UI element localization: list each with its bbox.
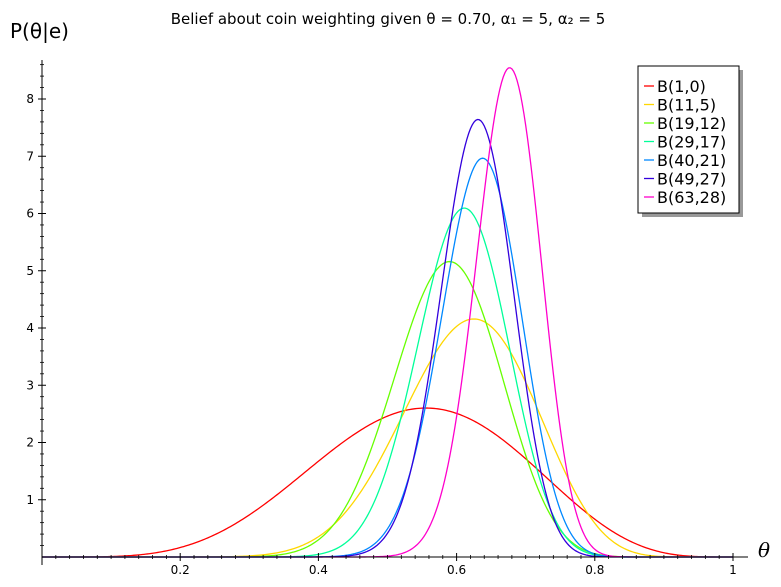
y-ticks: 1 2 3 4 5 6 7 8 bbox=[26, 64, 46, 546]
legend-label-6: B(63,28) bbox=[657, 188, 726, 207]
chart-title: Belief about coin weighting given θ = 0.… bbox=[171, 10, 606, 28]
legend-label-0: B(1,0) bbox=[657, 77, 706, 96]
y-tick-label-6: 7 bbox=[26, 149, 34, 163]
legend-label-1: B(11,5) bbox=[657, 96, 716, 115]
x-tick-label-3: 0.8 bbox=[585, 563, 604, 577]
series-line-0 bbox=[42, 407, 733, 558]
legend-label-2: B(19,12) bbox=[657, 114, 726, 133]
series-lines bbox=[42, 67, 733, 558]
y-tick-label-3: 4 bbox=[26, 321, 34, 335]
legend: B(1,0)B(11,5)B(19,12)B(29,17)B(40,21)B(4… bbox=[637, 65, 743, 217]
legend-label-4: B(40,21) bbox=[657, 151, 726, 170]
x-tick-label-0: 0.2 bbox=[171, 563, 190, 577]
series-line-6 bbox=[42, 67, 733, 558]
plot-area: 0.2 0.4 0.6 0.8 1 1 2 3 4 5 6 7 8 bbox=[26, 60, 748, 577]
legend-label-3: B(29,17) bbox=[657, 133, 726, 152]
x-tick-label-1: 0.4 bbox=[309, 563, 328, 577]
y-axis-label: P(θ|e) bbox=[10, 19, 69, 43]
y-tick-label-0: 1 bbox=[26, 493, 34, 507]
legend-entries: B(1,0)B(11,5)B(19,12)B(29,17)B(40,21)B(4… bbox=[644, 77, 726, 207]
series-line-2 bbox=[42, 260, 733, 558]
y-tick-label-4: 5 bbox=[26, 264, 34, 278]
series-line-5 bbox=[42, 118, 733, 558]
series-line-4 bbox=[42, 157, 733, 558]
x-tick-label-2: 0.6 bbox=[447, 563, 466, 577]
x-ticks: 0.2 0.4 0.6 0.8 1 bbox=[55, 553, 737, 577]
x-axis-label: θ bbox=[758, 538, 770, 562]
series-line-1 bbox=[42, 318, 733, 558]
y-tick-label-5: 6 bbox=[26, 207, 34, 221]
y-tick-label-1: 2 bbox=[26, 436, 34, 450]
series-line-3 bbox=[42, 207, 733, 558]
legend-label-5: B(49,27) bbox=[657, 170, 726, 189]
x-tick-label-4: 1 bbox=[729, 563, 737, 577]
y-tick-label-7: 8 bbox=[26, 92, 34, 106]
legend-box bbox=[637, 65, 740, 214]
y-tick-label-2: 3 bbox=[26, 378, 34, 392]
